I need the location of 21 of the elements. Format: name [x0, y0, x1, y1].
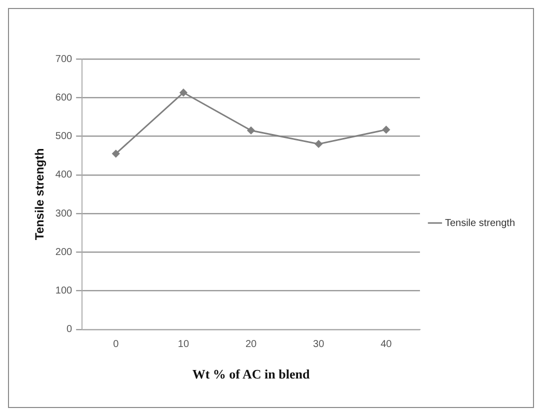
x-tick-label: 0 — [113, 339, 120, 350]
point — [382, 126, 390, 134]
y-tick-label: 300 — [55, 208, 73, 220]
y-tick-label: 100 — [55, 286, 73, 297]
y-tick-label: 600 — [55, 92, 73, 104]
point — [314, 140, 322, 148]
x-axis-title: Wt % of AC in blend — [192, 366, 310, 382]
legend-label: Tensile strength — [444, 218, 516, 229]
point — [112, 150, 120, 158]
y-tick-label: 700 — [55, 54, 73, 65]
y-tick-label: 500 — [55, 131, 73, 142]
x-tick-label: 30 — [313, 339, 325, 350]
point — [247, 126, 255, 134]
point — [180, 88, 188, 96]
x-tick-label: 20 — [245, 339, 258, 350]
x-tick-label: 10 — [178, 339, 190, 350]
y-tick-label: 400 — [55, 170, 73, 181]
y-axis-title: Tensile strength — [32, 148, 47, 240]
y-tick-label: 0 — [66, 324, 73, 336]
x-tick-label: 40 — [380, 339, 392, 350]
y-tick-label: 200 — [55, 246, 73, 258]
